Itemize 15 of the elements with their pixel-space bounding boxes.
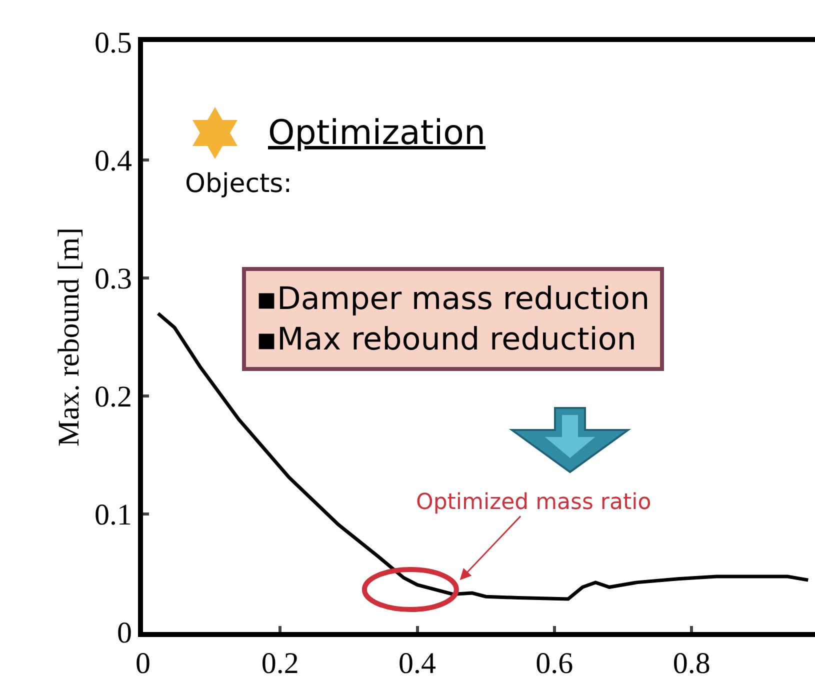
x-tick-label: 0.2: [261, 647, 299, 680]
x-tick-label: 0.6: [536, 647, 574, 680]
annotation: Objects:: [185, 169, 292, 199]
y-tick-label: 0: [117, 616, 132, 650]
x-tick-label: 0.4: [398, 647, 436, 680]
y-tick-label: 0.3: [94, 262, 132, 296]
y-axis-title: Max. rebound [m]: [52, 227, 86, 447]
x-tick-label: 0.8: [672, 647, 710, 680]
y-tick-label: 0.4: [94, 144, 132, 178]
annotation: Optimization: [268, 113, 486, 153]
y-tick-label: 0.2: [94, 380, 132, 414]
y-tick-label: 0.5: [94, 26, 132, 60]
annotation: Optimized mass ratio: [416, 490, 652, 515]
annotation: ▪Damper mass reduction ▪Max rebound reduction: [256, 281, 650, 358]
y-tick-label: 0.1: [94, 498, 132, 532]
